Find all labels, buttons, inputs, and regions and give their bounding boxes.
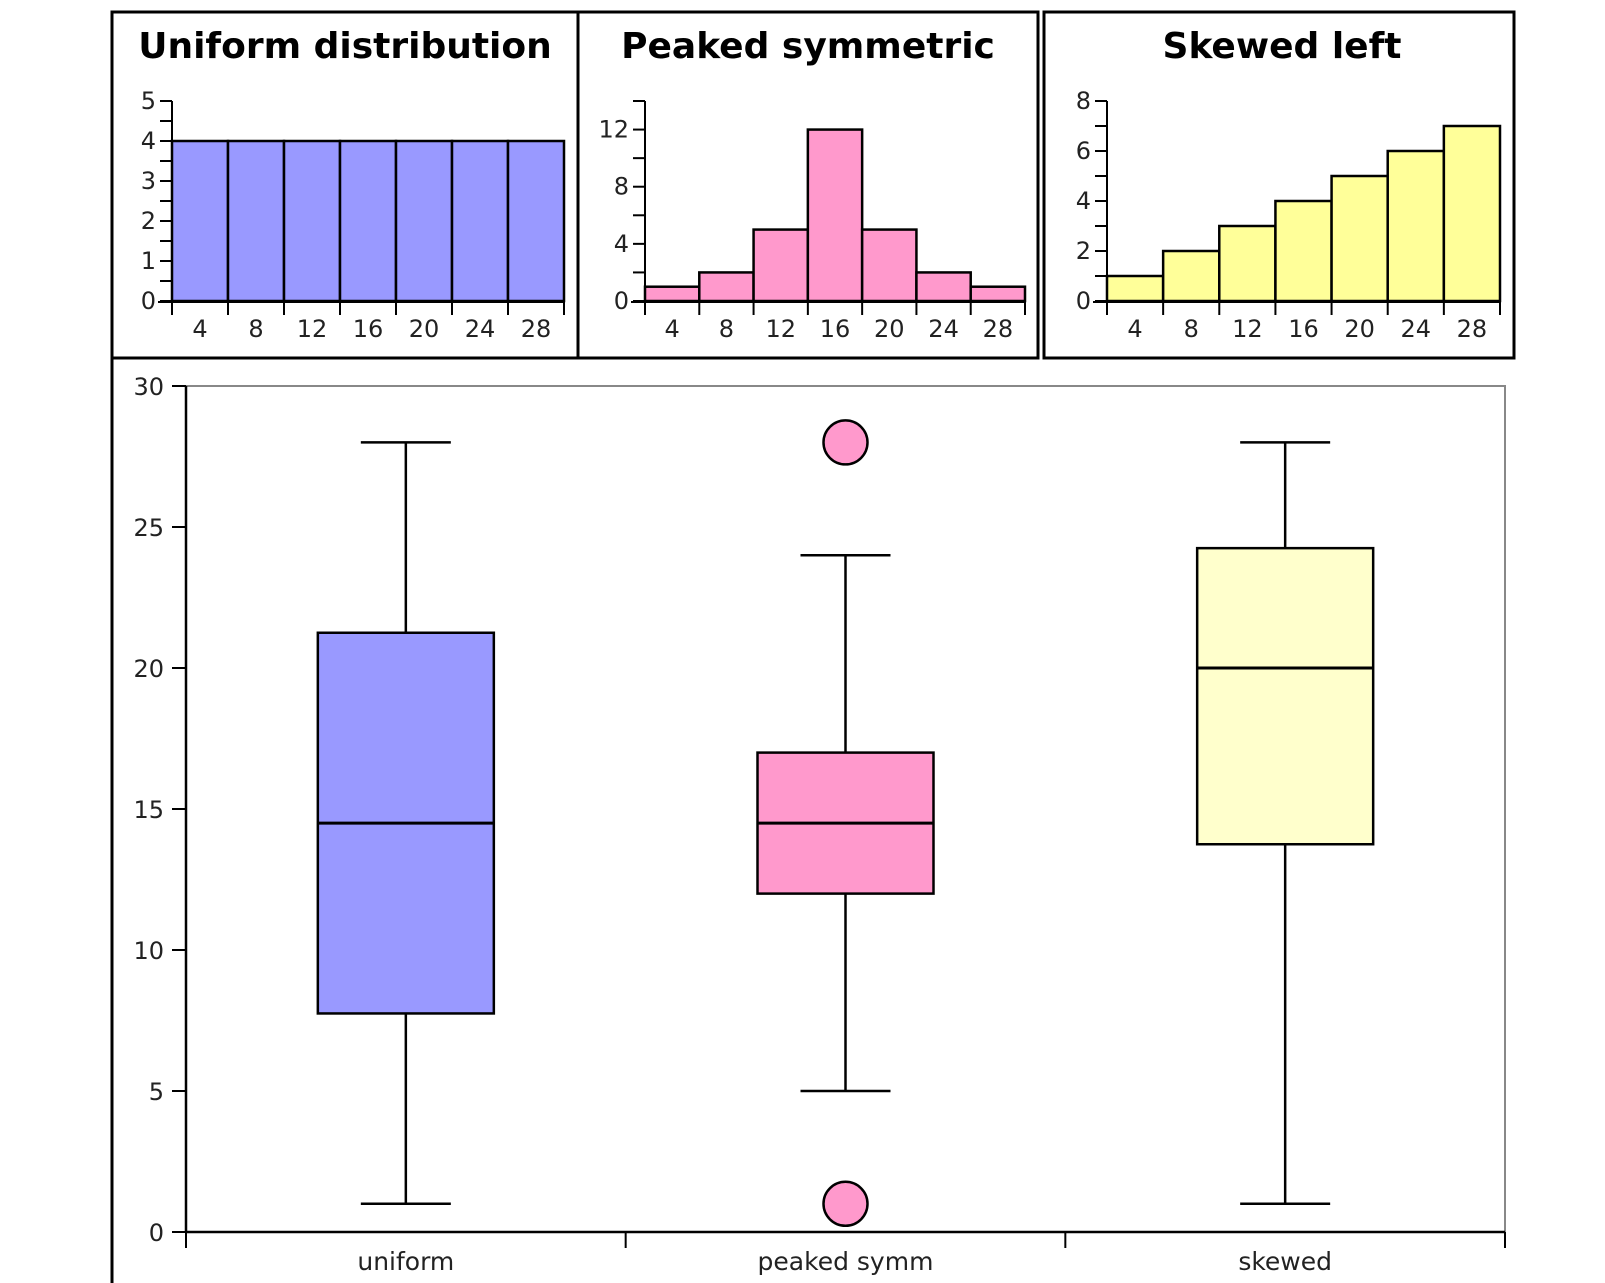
histogram-bar xyxy=(969,285,1027,303)
histogram-y-tick-label: 0 xyxy=(1076,287,1091,315)
histogram-y-tick-label: 12 xyxy=(598,116,629,144)
histogram-panel-skewed xyxy=(1042,10,1516,360)
histogram-bar xyxy=(226,139,286,303)
histogram-y-tick-label: 4 xyxy=(1076,187,1091,215)
histogram-y-tick-label: 1 xyxy=(141,247,156,275)
histogram-y-tick-label: 6 xyxy=(1076,137,1091,165)
histogram-bar xyxy=(450,139,510,303)
histogram-bar xyxy=(1330,174,1389,303)
histogram-x-tick-label: 16 xyxy=(353,315,384,343)
boxplot-x-tick-label: peaked symm xyxy=(758,1247,934,1276)
boxplot-outlier xyxy=(822,419,869,466)
histogram-x-tick-label: 24 xyxy=(465,315,496,343)
boxplot-y-tick-label: 30 xyxy=(133,373,164,401)
boxplot-outlier xyxy=(822,1180,869,1228)
histogram-x-tick-label: 20 xyxy=(409,315,440,343)
boxplot-group: skewed xyxy=(1195,441,1375,1276)
histogram-y-tick-label: 5 xyxy=(141,87,156,115)
histogram-y-tick-label: 2 xyxy=(1076,237,1091,265)
histogram-x-tick-label: 12 xyxy=(297,315,328,343)
histogram-x-tick-label: 28 xyxy=(1457,315,1488,343)
histogram-x-tick-label: 16 xyxy=(1288,315,1319,343)
histogram-bar xyxy=(170,139,230,303)
histogram-bar xyxy=(1218,224,1277,303)
histogram-bar xyxy=(1105,274,1165,303)
histogram-x-tick-label: 4 xyxy=(1127,315,1142,343)
boxplot-box xyxy=(1195,546,1375,846)
boxplot-y-tick-label: 15 xyxy=(133,796,164,824)
histogram-bar xyxy=(860,228,918,303)
histogram-bar xyxy=(698,271,755,303)
histogram-x-tick-label: 24 xyxy=(928,315,959,343)
boxplot-group: peaked symm xyxy=(756,419,935,1276)
histogram-x-tick-label: 4 xyxy=(665,315,680,343)
histogram-bar xyxy=(338,139,398,303)
chart-title-peaked: Peaked symmetric xyxy=(621,26,995,67)
boxplot-y-tick-label: 10 xyxy=(133,937,164,965)
histogram-x-tick-label: 20 xyxy=(1344,315,1375,343)
histogram-bar xyxy=(1274,199,1333,303)
histogram-x-tick-label: 20 xyxy=(874,315,905,343)
histogram-x-tick-label: 28 xyxy=(521,315,552,343)
histogram-y-tick-label: 4 xyxy=(141,127,156,155)
histogram-bar xyxy=(394,139,454,303)
histogram-x-tick-label: 12 xyxy=(765,315,796,343)
histogram-bar xyxy=(915,271,972,303)
histogram-y-tick-label: 0 xyxy=(141,287,156,315)
boxplot-y-tick-label: 25 xyxy=(133,514,164,542)
boxplot-y-tick-label: 0 xyxy=(149,1219,164,1247)
histogram-y-tick-label: 8 xyxy=(614,173,629,201)
histogram-x-tick-label: 12 xyxy=(1232,315,1263,343)
boxplot-group: uniform xyxy=(316,441,496,1276)
histogram-x-tick-label: 16 xyxy=(820,315,851,343)
histogram-y-tick-label: 0 xyxy=(614,287,629,315)
histogram-y-tick-label: 4 xyxy=(614,230,629,258)
histogram-x-tick-label: 24 xyxy=(1401,315,1432,343)
histogram-bar xyxy=(1161,249,1221,303)
chart-title-skewed: Skewed left xyxy=(1163,26,1402,67)
boxplot-y-tick-label: 5 xyxy=(149,1078,164,1106)
histogram-y-tick-label: 2 xyxy=(141,207,156,235)
histogram-peaked: 0 4 8 12 4 8 12 16 20 24 28 xyxy=(598,100,1027,343)
histogram-bar xyxy=(282,139,342,303)
histogram-x-tick-label: 8 xyxy=(248,315,263,343)
histogram-bar xyxy=(752,228,810,303)
chart-title-uniform: Uniform distribution xyxy=(138,26,552,67)
boxplot-x-tick-label: uniform xyxy=(357,1247,454,1276)
histogram-y-tick-label: 3 xyxy=(141,167,156,195)
histogram-x-tick-label: 8 xyxy=(1184,315,1199,343)
histogram-bar xyxy=(806,128,864,303)
histogram-bar xyxy=(643,285,701,303)
boxplot-y-tick-label: 20 xyxy=(133,655,164,683)
boxplot-layer: 0 5 10 15 20 25 30 uniform peaked symm skewed xyxy=(133,373,1506,1276)
boxplot-x-tick-label: skewed xyxy=(1238,1247,1332,1276)
histogram-y-tick-label: 8 xyxy=(1076,87,1091,115)
histogram-bar xyxy=(506,139,566,303)
histogram-panel-peaked xyxy=(576,10,1040,360)
histogram-bar xyxy=(1442,124,1502,303)
histogram-x-tick-label: 8 xyxy=(719,315,734,343)
histogram-bar xyxy=(1386,149,1446,303)
histogram-x-tick-label: 28 xyxy=(983,315,1014,343)
histogram-x-tick-label: 4 xyxy=(192,315,207,343)
